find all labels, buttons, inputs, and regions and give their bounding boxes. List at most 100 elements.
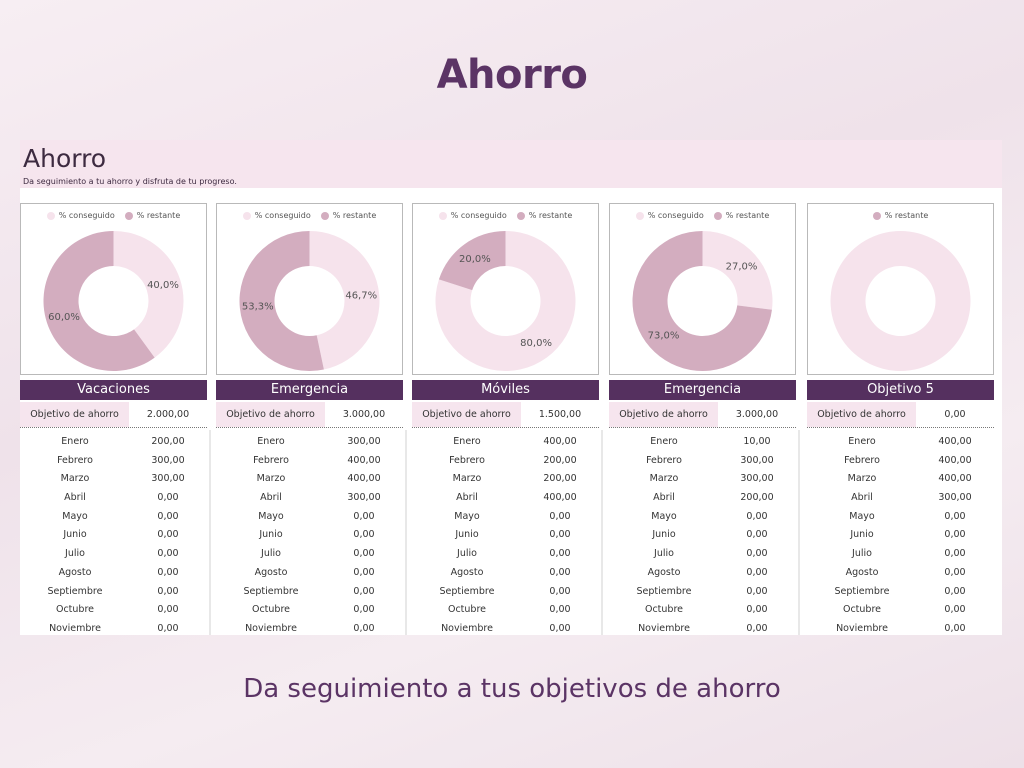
legend-remaining: % restante xyxy=(124,211,180,220)
table-row: Enero 10,00 xyxy=(609,433,796,452)
month-value-cell[interactable]: 0,00 xyxy=(549,585,571,597)
month-value-cell[interactable]: 0,00 xyxy=(944,604,966,616)
goal-target-value[interactable]: 3.000,00 xyxy=(342,409,386,420)
goal-target-value[interactable]: 2.000,00 xyxy=(146,409,190,420)
month-name-cell: Junio xyxy=(455,529,479,541)
legend-remaining-label: % restante xyxy=(725,211,770,220)
month-value-cell[interactable]: 0,00 xyxy=(157,492,179,504)
month-value-cell[interactable]: 0,00 xyxy=(944,548,966,560)
month-value-cell[interactable]: 300,00 xyxy=(347,436,381,447)
table-row: Enero 200,00 xyxy=(20,433,207,452)
month-value-cell[interactable]: 10,00 xyxy=(743,436,771,447)
month-value-cell[interactable]: 400,00 xyxy=(938,454,972,466)
table-row: Marzo 300,00 xyxy=(609,470,796,489)
month-value-cell[interactable]: 0,00 xyxy=(746,622,768,634)
month-value-cell[interactable]: 200,00 xyxy=(740,492,774,504)
donut-chart: % conseguido % restante 27,0% 73,0% xyxy=(609,203,796,375)
month-value-cell[interactable]: 0,00 xyxy=(549,548,571,560)
month-name-cell: Marzo xyxy=(256,473,286,485)
month-name-cell: Junio xyxy=(259,529,283,541)
month-name-cell: Septiembre xyxy=(636,585,692,597)
month-value-cell[interactable]: 300,00 xyxy=(740,473,774,485)
month-value-cell[interactable]: 400,00 xyxy=(347,454,381,466)
goal-name-header: Vacaciones xyxy=(20,380,207,400)
month-name-cell: Noviembre xyxy=(638,622,690,634)
table-row: Noviembre 0,00 xyxy=(412,620,599,635)
month-value-cell[interactable]: 200,00 xyxy=(151,436,185,447)
column-separator xyxy=(405,430,407,635)
goal-name-header: Emergencia xyxy=(609,380,796,400)
month-value-cell[interactable]: 0,00 xyxy=(746,585,768,597)
donut-slice-achieved xyxy=(435,231,576,371)
month-value-cell[interactable]: 0,00 xyxy=(549,566,571,578)
month-name-cell: Enero xyxy=(257,436,285,447)
month-name-cell: Mayo xyxy=(454,510,480,522)
month-name-cell: Julio xyxy=(457,548,477,560)
month-value-cell[interactable]: 400,00 xyxy=(938,436,972,447)
month-name-cell: Noviembre xyxy=(836,622,888,634)
month-value-cell[interactable]: 0,00 xyxy=(157,510,179,522)
goal-target-value[interactable]: 3.000,00 xyxy=(735,409,779,420)
month-value-cell[interactable]: 0,00 xyxy=(944,566,966,578)
month-value-cell[interactable]: 0,00 xyxy=(746,566,768,578)
table-row: Septiembre 0,00 xyxy=(20,583,207,602)
month-value-cell[interactable]: 0,00 xyxy=(353,566,375,578)
month-value-cell[interactable]: 0,00 xyxy=(157,529,179,541)
month-value-cell[interactable]: 400,00 xyxy=(543,436,577,447)
month-value-cell[interactable]: 300,00 xyxy=(347,492,381,504)
month-value-cell[interactable]: 0,00 xyxy=(944,529,966,541)
table-row: Junio 0,00 xyxy=(412,526,599,545)
month-name-cell: Octubre xyxy=(251,604,291,616)
table-row: Mayo 0,00 xyxy=(807,508,994,527)
goal-target-label: Objetivo de ahorro xyxy=(20,402,129,427)
goal-target-value[interactable]: 0,00 xyxy=(944,409,966,420)
month-value-cell[interactable]: 0,00 xyxy=(157,566,179,578)
month-name-cell: Junio xyxy=(652,529,676,541)
month-name-cell: Marzo xyxy=(649,473,679,485)
month-value-cell[interactable]: 0,00 xyxy=(157,622,179,634)
month-value-cell[interactable]: 400,00 xyxy=(543,492,577,504)
month-value-cell[interactable]: 300,00 xyxy=(151,473,185,485)
month-value-cell[interactable]: 0,00 xyxy=(549,510,571,522)
month-value-cell[interactable]: 300,00 xyxy=(740,454,774,466)
month-name-cell: Mayo xyxy=(62,510,88,522)
month-value-cell[interactable]: 0,00 xyxy=(353,585,375,597)
slide-subtitle: Da seguimiento a tus objetivos de ahorro xyxy=(243,674,781,704)
goal-column: % conseguido % restante 40,0% 60,0% Vacacion… xyxy=(20,203,207,635)
month-value-cell[interactable]: 0,00 xyxy=(353,529,375,541)
month-value-cell[interactable]: 0,00 xyxy=(353,510,375,522)
month-value-cell[interactable]: 0,00 xyxy=(549,529,571,541)
month-value-cell[interactable]: 300,00 xyxy=(151,454,185,466)
month-value-cell[interactable]: 200,00 xyxy=(543,454,577,466)
month-value-cell[interactable]: 300,00 xyxy=(938,492,972,504)
month-value-cell[interactable]: 0,00 xyxy=(746,510,768,522)
month-name-cell: Enero xyxy=(61,436,89,447)
month-value-cell[interactable]: 0,00 xyxy=(944,622,966,634)
month-value-cell[interactable]: 0,00 xyxy=(746,604,768,616)
table-row: Noviembre 0,00 xyxy=(20,620,207,635)
month-value-cell[interactable]: 0,00 xyxy=(549,604,571,616)
month-value-cell[interactable]: 0,00 xyxy=(944,510,966,522)
month-value-cell[interactable]: 0,00 xyxy=(157,548,179,560)
table-row: Agosto 0,00 xyxy=(20,564,207,583)
goal-target-label: Objetivo de ahorro xyxy=(216,402,325,427)
month-value-cell[interactable]: 0,00 xyxy=(746,529,768,541)
monthly-savings-table: Enero 400,00 Febrero 400,00 Marzo 400,00 Abril… xyxy=(807,433,994,635)
month-value-cell[interactable]: 0,00 xyxy=(746,548,768,560)
month-value-cell[interactable]: 400,00 xyxy=(347,473,381,485)
monthly-savings-table: Enero 10,00 Febrero 300,00 Marzo 300,00 Abril 2… xyxy=(609,433,796,635)
spreadsheet-view: Ahorro Da seguimiento a tu ahorro y disf… xyxy=(20,140,1002,635)
month-value-cell[interactable]: 0,00 xyxy=(353,622,375,634)
month-value-cell[interactable]: 0,00 xyxy=(353,548,375,560)
month-value-cell[interactable]: 0,00 xyxy=(944,585,966,597)
month-value-cell[interactable]: 0,00 xyxy=(353,604,375,616)
month-value-cell[interactable]: 0,00 xyxy=(157,604,179,616)
goal-target-value[interactable]: 1.500,00 xyxy=(538,409,582,420)
month-value-cell[interactable]: 200,00 xyxy=(543,473,577,485)
month-name-cell: Junio xyxy=(850,529,874,541)
month-value-cell[interactable]: 0,00 xyxy=(549,622,571,634)
month-value-cell[interactable]: 400,00 xyxy=(938,473,972,485)
goal-target-row: Objetivo de ahorro 3.000,00 xyxy=(216,402,403,428)
month-value-cell[interactable]: 0,00 xyxy=(157,585,179,597)
month-name-cell: Julio xyxy=(852,548,872,560)
